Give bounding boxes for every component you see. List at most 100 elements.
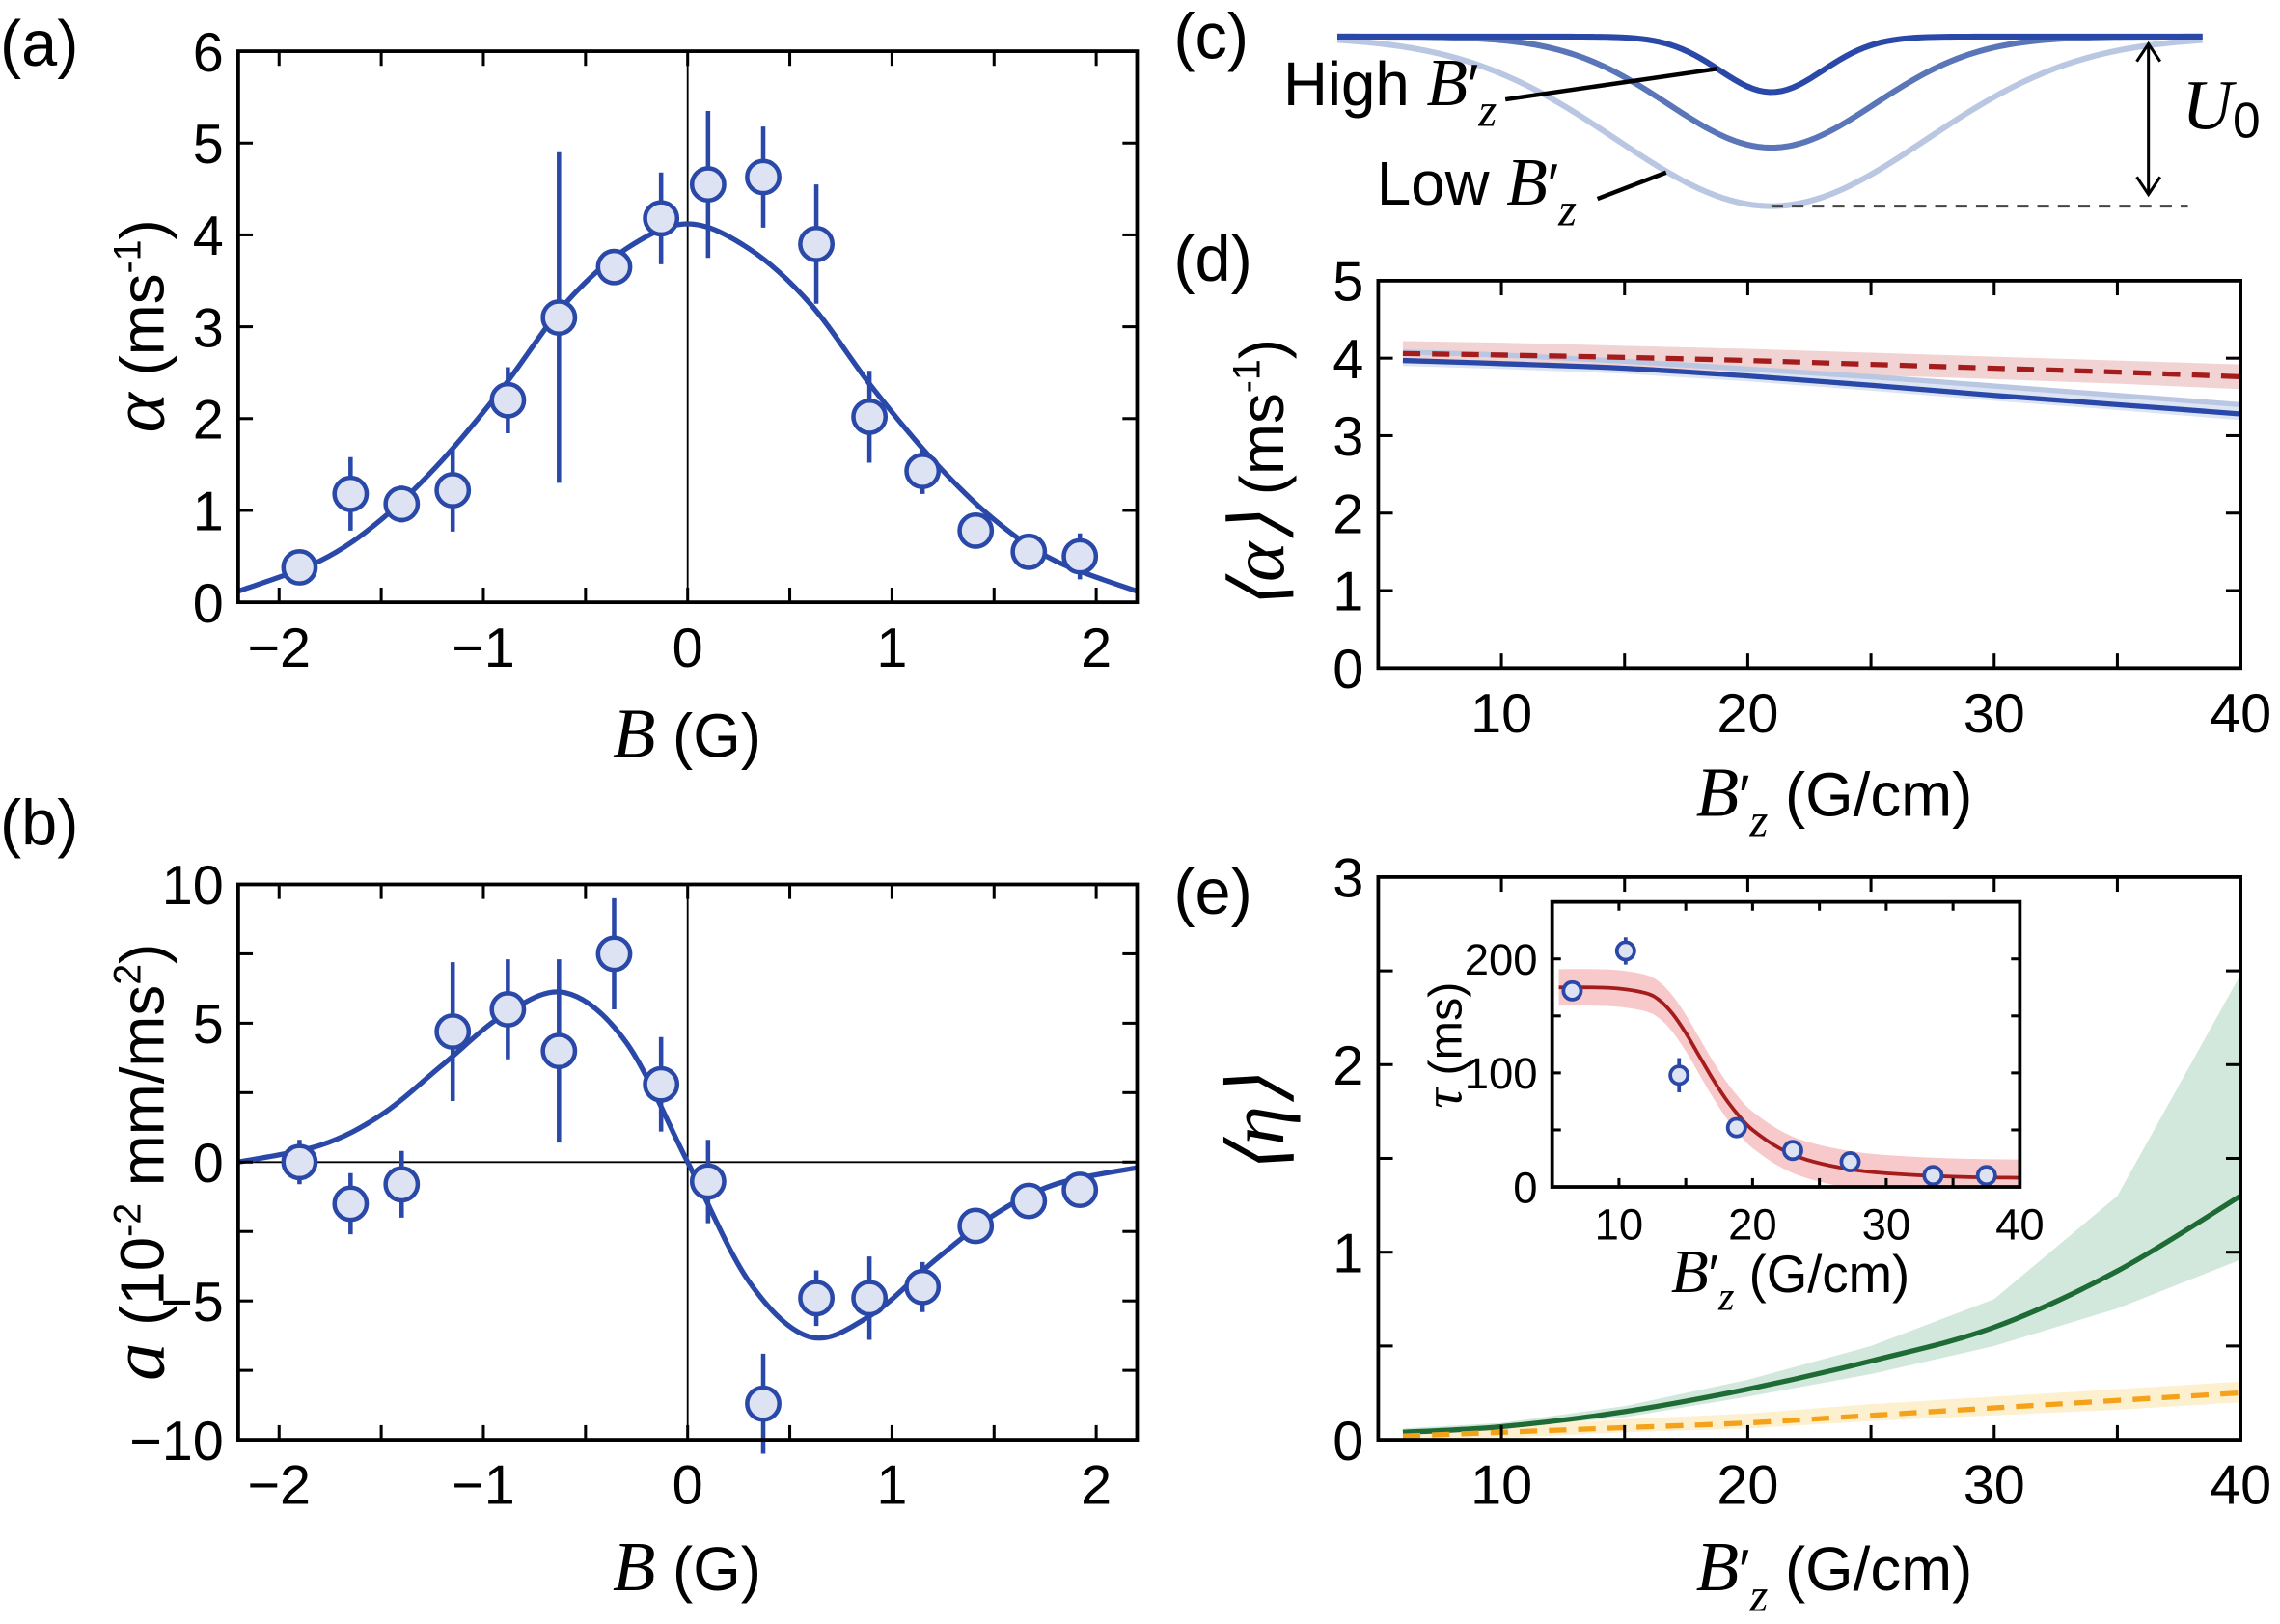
a-x-tick-label: 1 [876, 618, 907, 679]
panel-label-e: (e) [1173, 857, 1251, 928]
b-data-point [595, 935, 633, 973]
a-data-point [540, 299, 578, 337]
e_inset-data-point [1839, 1151, 1861, 1173]
b-data-point [332, 1185, 370, 1223]
b-data-point [383, 1166, 421, 1203]
b-y-axis-label: a (10-2 mm/ms2) [97, 944, 181, 1381]
b-data-point [851, 1280, 889, 1317]
b-data-point [643, 1065, 680, 1103]
e-x-tick-label: 40 [2210, 1455, 2271, 1517]
panel-label-c: (c) [1173, 2, 1249, 73]
panel-label-d: (d) [1173, 224, 1251, 295]
d-y-tick-label: 3 [1332, 406, 1363, 468]
e-y-tick-label: 0 [1332, 1411, 1363, 1473]
e-x-axis-label: B′z (G/cm) [1696, 1528, 1973, 1621]
e_inset-y-tick-label: 0 [1513, 1163, 1537, 1212]
a-data-point [689, 166, 727, 204]
e_inset-data-point [1922, 1165, 1944, 1187]
a-data-point [904, 453, 942, 489]
b-data-point [957, 1207, 995, 1245]
panel-c [1336, 33, 2203, 209]
b-data-point [281, 1143, 318, 1181]
b-x-tick-label: 2 [1081, 1455, 1112, 1517]
panel-e-inset: 10 20 30 40 0 100 200 [1465, 899, 2045, 1250]
a-data-point [281, 549, 318, 586]
e-band-0 [1402, 974, 2241, 1435]
e_inset-plot-frame [1550, 899, 2022, 1189]
a-y-tick-label: 2 [193, 390, 224, 452]
e_inset-data-point [1561, 979, 1583, 1002]
c-high-label: High B′z [1283, 46, 1497, 136]
e_inset-data-point [1975, 1165, 1997, 1187]
d-x-tick-label: 30 [1964, 683, 2025, 745]
a-data-point [383, 485, 421, 523]
e-band-1 [1402, 1381, 2241, 1441]
b-data-point [540, 1032, 578, 1070]
panel-e: 10 20 30 40 0 1 2 3 [1332, 848, 2271, 1517]
e-series-line-2 [1402, 1194, 2242, 1435]
c-low-leader-line [1596, 170, 1667, 202]
e_inset-x-tick-label: 10 [1595, 1200, 1644, 1250]
b-y-tick-label: 5 [193, 994, 224, 1056]
a-y-tick-label: 4 [193, 206, 224, 267]
b-data-point [489, 991, 527, 1028]
d-y-tick-label: 2 [1332, 483, 1363, 545]
b-y-tick-label: 0 [193, 1133, 224, 1195]
a-data-point [489, 381, 527, 419]
b-x-tick-label: 0 [673, 1455, 703, 1517]
e-series-line-3 [1402, 1390, 2241, 1439]
e-y-axis-label: ⟨η⟩ [1213, 1075, 1301, 1175]
a-data-point [851, 398, 889, 435]
b-data-point [1010, 1182, 1048, 1220]
b-data-point [904, 1268, 942, 1306]
a-x-tick-label: 0 [673, 618, 703, 679]
d-y-tick-label: 0 [1332, 639, 1363, 701]
a-y-tick-label: 1 [193, 482, 224, 543]
d-y-tick-label: 4 [1332, 329, 1363, 391]
b-y-tick-label: −5 [160, 1272, 224, 1334]
e-y-tick-label: 1 [1332, 1223, 1363, 1284]
a-data-point [595, 248, 633, 286]
a-data-point [957, 511, 995, 549]
b-data-point [1061, 1171, 1099, 1208]
b-y-tick-label: −10 [129, 1411, 224, 1473]
a-data-point [1061, 537, 1099, 575]
d-x-tick-label: 10 [1470, 683, 1532, 745]
a-data-point [745, 158, 782, 196]
e_inset-fit-band [1558, 969, 2020, 1188]
a-y-tick-label: 5 [193, 114, 224, 176]
d-plot-frame [1376, 278, 2242, 671]
d-y-tick-label: 1 [1332, 562, 1363, 623]
e_inset-y-tick-label: 100 [1465, 1049, 1538, 1098]
a-x-tick-label: −1 [452, 618, 515, 679]
c-low-label: Low B′z [1377, 146, 1577, 235]
e-x-tick-label: 30 [1964, 1455, 2025, 1517]
c-potential-curve [1336, 37, 2203, 209]
inset-y-axis-label: τ (ms) [1414, 982, 1474, 1109]
a-data-point [1010, 533, 1048, 570]
panel-a: −2 −1 0 1 2 0 1 2 3 4 5 6 [193, 22, 1140, 679]
arrow-up-icon [2135, 41, 2162, 63]
e-y-tick-label: 2 [1332, 1035, 1363, 1097]
panel-d: 10 20 30 40 0 1 2 3 4 5 [1332, 252, 2271, 745]
d-series-line-4 [1402, 350, 2241, 380]
panel-label-a: (a) [0, 9, 78, 80]
c-high-leader-line [1504, 67, 1718, 102]
b-x-tick-label: −2 [247, 1455, 311, 1517]
d-series-line-3 [1402, 357, 2241, 417]
a-y-tick-label: 6 [193, 22, 224, 84]
b-y-tick-label: 10 [162, 855, 224, 917]
e_inset-y-tick-label: 200 [1465, 935, 1538, 984]
a-data-point [798, 226, 836, 262]
e_inset-data-point [1668, 1064, 1690, 1087]
a-data-point [332, 475, 370, 512]
arrow-down-icon [2135, 176, 2162, 198]
c-potential-curve [1336, 33, 2203, 96]
e_inset-fit-curve [1558, 985, 2020, 1180]
e_inset-x-tick-label: 40 [1995, 1200, 2045, 1250]
e_inset-data-point [1781, 1140, 1803, 1162]
e-x-tick-label: 10 [1470, 1455, 1532, 1517]
b-data-point [745, 1385, 782, 1422]
panel-label-b: (b) [0, 788, 78, 860]
